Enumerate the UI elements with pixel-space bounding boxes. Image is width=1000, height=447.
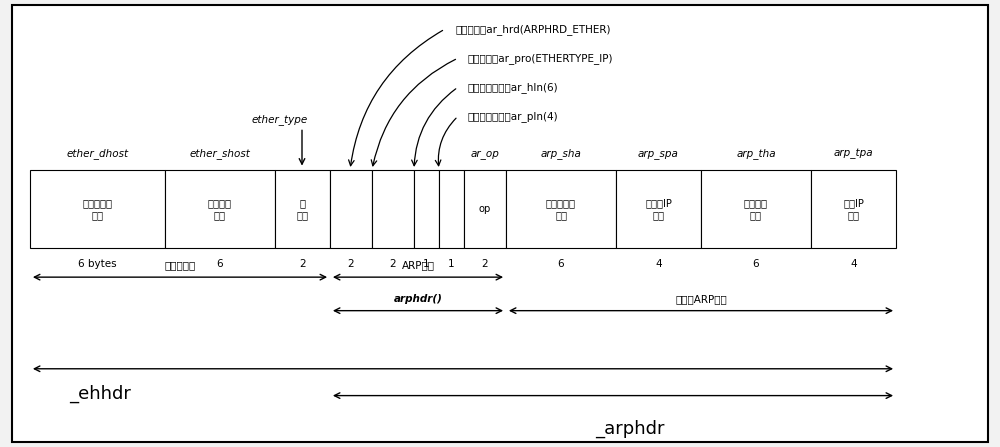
Text: 2: 2 bbox=[390, 259, 396, 269]
Text: ar_op: ar_op bbox=[471, 149, 499, 159]
Bar bbox=[701, 170, 811, 248]
Text: 硬件地址长度，ar_hln(6): 硬件地址长度，ar_hln(6) bbox=[468, 82, 559, 93]
Bar bbox=[506, 170, 616, 248]
Text: 协议地址长度，ar_pln(4): 协议地址长度，ar_pln(4) bbox=[468, 111, 559, 122]
Bar bbox=[372, 170, 414, 248]
Text: arp_sha: arp_sha bbox=[541, 148, 581, 159]
Text: 以太网ARP字段: 以太网ARP字段 bbox=[675, 294, 727, 304]
Bar bbox=[414, 170, 439, 248]
Text: 1: 1 bbox=[423, 259, 430, 269]
Bar bbox=[811, 170, 896, 248]
Text: 6: 6 bbox=[753, 259, 759, 269]
Text: 2: 2 bbox=[348, 259, 354, 269]
Text: 2: 2 bbox=[299, 259, 306, 269]
Bar bbox=[616, 170, 701, 248]
Text: 2: 2 bbox=[482, 259, 488, 269]
Text: arp_spa: arp_spa bbox=[638, 149, 679, 159]
Text: 4: 4 bbox=[655, 259, 662, 269]
Text: 发送者硬件
地址: 发送者硬件 地址 bbox=[546, 198, 576, 220]
Bar bbox=[165, 170, 275, 248]
Text: op: op bbox=[479, 204, 491, 214]
Text: ether_type: ether_type bbox=[252, 114, 308, 125]
Bar bbox=[30, 170, 165, 248]
Text: arp_tha: arp_tha bbox=[736, 148, 776, 159]
Text: 6: 6 bbox=[558, 259, 564, 269]
Text: 帧
类型: 帧 类型 bbox=[297, 198, 309, 220]
Text: 6 bytes: 6 bytes bbox=[78, 259, 117, 269]
Text: ARP首部: ARP首部 bbox=[402, 261, 435, 270]
Text: ether_dhost: ether_dhost bbox=[66, 148, 129, 159]
Text: 6: 6 bbox=[217, 259, 223, 269]
Bar bbox=[464, 170, 506, 248]
Text: arphdr(): arphdr() bbox=[394, 294, 442, 304]
Text: ether_shost: ether_shost bbox=[190, 148, 250, 159]
Text: _arphdr: _arphdr bbox=[595, 420, 665, 439]
Text: 4: 4 bbox=[850, 259, 857, 269]
Text: 以太网目的
地址: 以太网目的 地址 bbox=[82, 198, 112, 220]
Text: 目标IP
地址: 目标IP 地址 bbox=[843, 198, 864, 220]
Bar bbox=[330, 170, 372, 248]
Bar bbox=[439, 170, 464, 248]
Text: arp_tpa: arp_tpa bbox=[834, 148, 873, 159]
Text: 1: 1 bbox=[448, 259, 455, 269]
Text: 目标硬件
地址: 目标硬件 地址 bbox=[744, 198, 768, 220]
Text: _ehhdr: _ehhdr bbox=[69, 384, 131, 403]
Bar bbox=[275, 170, 330, 248]
Text: 发送者IP
地址: 发送者IP 地址 bbox=[645, 198, 672, 220]
Text: 以太网源
地址: 以太网源 地址 bbox=[208, 198, 232, 220]
Text: 硬件类型，ar_hrd(ARPHRD_ETHER): 硬件类型，ar_hrd(ARPHRD_ETHER) bbox=[455, 24, 610, 34]
Text: 协议类型，ar_pro(ETHERTYPE_IP): 协议类型，ar_pro(ETHERTYPE_IP) bbox=[468, 53, 614, 63]
Text: 以太网首部: 以太网首部 bbox=[164, 261, 196, 270]
